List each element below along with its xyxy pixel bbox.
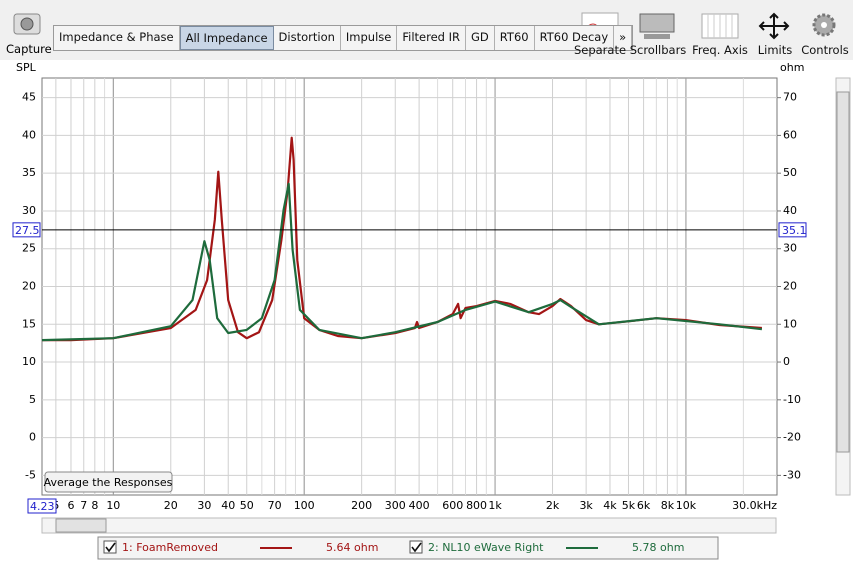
legend-check (105, 542, 116, 553)
x-tick-label: 5k (622, 499, 636, 512)
x-tick-label: 600 (442, 499, 463, 512)
limits-icon[interactable] (758, 12, 790, 40)
legend-checkbox[interactable] (409, 540, 423, 554)
h-scrollbar[interactable] (41, 517, 777, 534)
y2-tick-label: 50 (783, 166, 797, 179)
capture-label[interactable]: Capture (6, 42, 52, 56)
tab[interactable]: All Impedance (179, 26, 274, 50)
x-tick-label: 100 (294, 499, 315, 512)
y2-tick-label: 30 (783, 242, 797, 255)
x-tick-label: 200 (351, 499, 372, 512)
button[interactable] (44, 471, 173, 493)
y2-axis-title: ohm (780, 61, 804, 74)
x-tick-label: 300 (385, 499, 406, 512)
x-tick-label: 70 (268, 499, 282, 512)
x-tick-label: 30 (197, 499, 211, 512)
button-label[interactable]: Average the Responses (44, 476, 173, 489)
legend-box (97, 536, 719, 560)
capture-icon (20, 17, 34, 31)
x-tick-label: 400 (409, 499, 430, 512)
x-tick-label: 4k (603, 499, 617, 512)
tab[interactable]: Impedance & Phase (54, 26, 180, 50)
legend-value: 5.64 ohm (326, 541, 378, 554)
x-tick-label: 7 (80, 499, 87, 512)
x-start-value: 4.23 (30, 500, 55, 513)
y2-tick-label: 20 (783, 280, 797, 293)
y2-tick-label: 70 (783, 91, 797, 104)
y2-tick-label: 40 (783, 204, 797, 217)
y-tick-label: 45 (22, 91, 36, 104)
x-start-box (27, 498, 57, 514)
cursor-value: 35.1 (782, 224, 807, 237)
y2-tick-label: -20 (783, 431, 801, 444)
tab[interactable]: GD (466, 26, 495, 50)
legend-name: 2: NL10 eWave Right (428, 541, 544, 554)
cursor-value: 27.5 (15, 224, 40, 237)
x-tick-label: 10 (106, 499, 120, 512)
y2-tick-label: 60 (783, 128, 797, 141)
freq-axis-icon[interactable] (701, 13, 739, 39)
legend-checkbox[interactable] (103, 540, 117, 554)
cursor-box (12, 222, 41, 238)
x-tick-label: 6k (637, 499, 651, 512)
y-tick-label: 25 (22, 242, 36, 255)
tool-label[interactable]: Controls (801, 43, 849, 57)
legend-name: 1: FoamRemoved (122, 541, 218, 554)
impedance-line (41, 182, 763, 342)
y2-tick-label: -30 (783, 468, 801, 481)
x-tick-label: 50 (240, 499, 254, 512)
tab[interactable]: RT60 (495, 26, 535, 50)
x-tick-label: 8k (661, 499, 675, 512)
y-tick-label: 35 (22, 166, 36, 179)
tab[interactable]: Impulse (341, 26, 398, 50)
x-tick-label: 20 (164, 499, 178, 512)
tool-label[interactable]: Freq. Axis (692, 43, 748, 57)
tab[interactable]: RT60 Decay (535, 26, 615, 50)
y-tick-label: 40 (22, 128, 36, 141)
legend-check (411, 542, 422, 553)
x-tick-label: 6 (67, 499, 74, 512)
y2-tick-label: 0 (783, 355, 790, 368)
y-tick-label: 5 (29, 393, 36, 406)
legend-value: 5.78 ohm (632, 541, 684, 554)
tab[interactable]: Distortion (274, 26, 341, 50)
y-axis-title: SPL (16, 61, 37, 74)
y-tick-label: 30 (22, 204, 36, 217)
y2-tick-label: -10 (783, 393, 801, 406)
y-tick-label: 10 (22, 355, 36, 368)
tab[interactable]: Filtered IR (397, 26, 466, 50)
x-tick-label: 2k (546, 499, 560, 512)
x-tick-label: 30.0kHz (732, 499, 777, 512)
tool-label[interactable]: Separate (573, 43, 627, 57)
tool-label[interactable]: Scrollbars (629, 43, 687, 57)
cursor-box (778, 222, 807, 238)
y2-tick-label: 10 (783, 317, 797, 330)
y-tick-label: -5 (25, 468, 36, 481)
tool-label[interactable]: Limits (757, 43, 793, 57)
tab-bar: Impedance & Phase All Impedance Distortion… (53, 25, 634, 51)
v-scroll-thumb[interactable] (836, 91, 850, 453)
tab[interactable]: » (614, 26, 633, 50)
y-tick-label: 0 (29, 431, 36, 444)
controls-icon[interactable] (812, 13, 836, 37)
y-tick-label: 15 (22, 317, 36, 330)
y-tick-label: 20 (22, 280, 36, 293)
scrollbars-icon[interactable] (639, 13, 675, 39)
x-tick-label: 40 (221, 499, 235, 512)
x-tick-label: 800 (466, 499, 487, 512)
x-tick-label: 1k (488, 499, 502, 512)
x-tick-label: 3k (579, 499, 593, 512)
x-tick-label: 10k (676, 499, 697, 512)
x-tick-label: 8 (91, 499, 98, 512)
h-scroll-thumb[interactable] (55, 518, 107, 533)
